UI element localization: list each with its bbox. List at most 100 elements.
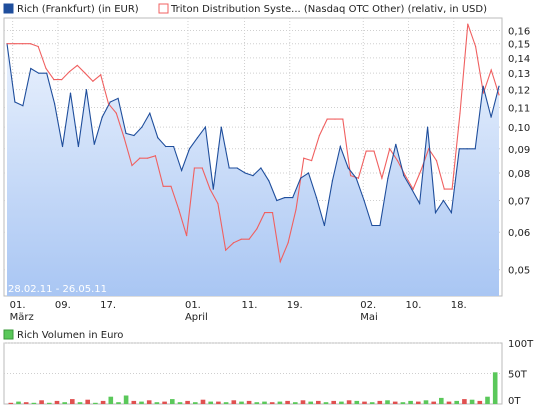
rich-point [434, 212, 437, 214]
volume-bar [392, 401, 398, 404]
rich-point [173, 145, 175, 148]
triton-point [178, 208, 180, 211]
volume-bar [146, 400, 152, 404]
y-tick-label: 0,10 [508, 123, 530, 134]
x-month-label: Mai [360, 312, 378, 323]
rich-point [339, 145, 341, 148]
rich-point [300, 177, 302, 179]
rich-point [101, 116, 103, 118]
volume-bar [369, 402, 375, 404]
rich-point [38, 72, 40, 74]
rich-point [355, 177, 357, 179]
triton-point [443, 188, 445, 190]
volume-bar [385, 400, 390, 404]
rich-point [109, 101, 111, 103]
volume-bar [262, 401, 267, 404]
rich-point [141, 126, 143, 128]
triton-point [389, 148, 391, 150]
volume-bar [300, 400, 306, 404]
triton-point [396, 159, 399, 162]
x-tick-label: 17. [100, 300, 116, 311]
rich-point [371, 224, 373, 227]
rich-point [347, 167, 349, 169]
rich-point [22, 105, 24, 107]
triton-point [271, 212, 274, 214]
rich-point [411, 188, 413, 190]
triton-point [45, 67, 47, 70]
triton-point [240, 238, 242, 240]
triton-point [37, 45, 39, 48]
triton-point [264, 212, 266, 214]
triton-point [256, 228, 258, 230]
y-tick-label: 0,16 [508, 26, 530, 37]
volume-bar [85, 399, 90, 404]
triton-point [115, 112, 117, 114]
rich-point [426, 126, 429, 128]
triton-point [131, 164, 133, 167]
rich-point [307, 172, 310, 174]
triton-point [404, 175, 406, 177]
volume-bar [223, 402, 229, 404]
volume-bar [39, 400, 44, 404]
volume-bar [131, 400, 137, 404]
volume-bar [477, 400, 483, 404]
rich-point [292, 196, 294, 199]
y-tick-label: 0,14 [508, 54, 530, 65]
rich-point [228, 167, 230, 169]
volume-bar [416, 401, 421, 404]
volume-bar [400, 402, 406, 404]
x-tick-label: 01. [185, 300, 201, 311]
triton-point [350, 175, 352, 177]
volume-bar [346, 400, 352, 404]
volume-bar [354, 400, 360, 404]
y-tick-label: 0,08 [508, 169, 530, 180]
y-tick-label: 0,09 [508, 145, 530, 156]
x-tick-label: 09. [55, 300, 71, 311]
rich-point [220, 126, 222, 128]
triton-point [217, 202, 219, 205]
volume-bar [446, 401, 452, 404]
rich-point [450, 212, 452, 214]
x-tick-label: 10. [406, 300, 422, 311]
triton-point [61, 79, 63, 81]
volume-bar [377, 400, 383, 404]
triton-point [474, 45, 477, 48]
volume-bar [293, 402, 298, 404]
volume-bar [200, 399, 206, 404]
rich-point [482, 85, 484, 87]
volume-bar [8, 402, 14, 404]
triton-point [68, 71, 71, 73]
triton-point [490, 69, 492, 71]
x-month-label: April [185, 312, 208, 323]
volume-bar [485, 396, 490, 404]
y-tick-label: 0,12 [508, 86, 530, 97]
volume-bar [246, 400, 252, 404]
rich-point [149, 112, 151, 114]
volume-bar [70, 399, 75, 404]
rich-point [77, 145, 80, 148]
volume-bar [123, 395, 129, 404]
rich-point [212, 188, 214, 190]
triton-point [146, 157, 149, 159]
volume-tick-label: 0T [508, 396, 521, 407]
rich-point [490, 116, 492, 118]
legend-label-volume: Rich Volumen in Euro [17, 330, 123, 341]
rich-point [442, 199, 445, 202]
triton-point [248, 238, 250, 240]
triton-point [498, 94, 500, 96]
rich-point [133, 134, 135, 137]
rich-point [276, 199, 278, 202]
legend-label-rich: Rich (Frankfurt) (in EUR) [17, 4, 139, 15]
legend-swatch-volume [3, 329, 14, 340]
volume-bar [154, 402, 160, 404]
y-tick-label: 0,11 [508, 104, 530, 115]
triton-point [123, 137, 125, 139]
volume-bar [193, 402, 198, 404]
triton-point [428, 148, 430, 150]
triton-point [318, 134, 320, 137]
main-legend: Rich (Frankfurt) (in EUR) Triton Distrib… [3, 3, 487, 15]
x-tick-label: 11. [242, 300, 258, 311]
volume-bar [431, 401, 436, 404]
volume-bar [492, 372, 498, 404]
volume-bar [31, 402, 37, 404]
